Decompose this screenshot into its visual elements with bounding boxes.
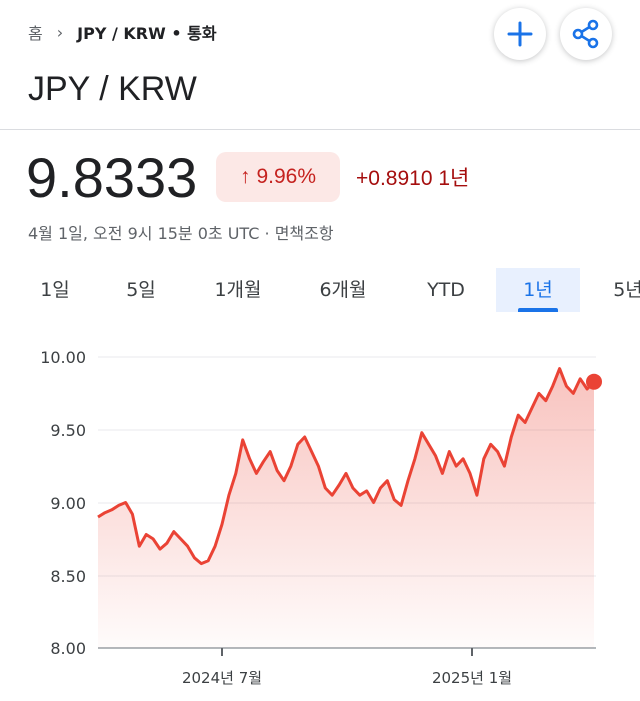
tab-5d[interactable]: 5일 bbox=[126, 279, 156, 301]
tab-ytd[interactable]: YTD bbox=[427, 279, 465, 301]
share-button[interactable] bbox=[560, 8, 612, 60]
tab-5y[interactable]: 5년 bbox=[613, 279, 640, 301]
price-area bbox=[98, 368, 594, 648]
header-divider bbox=[0, 129, 640, 130]
arrow-up-icon: ↑ bbox=[239, 165, 251, 188]
tab-6m[interactable]: 6개월 bbox=[319, 279, 367, 301]
current-price-marker bbox=[586, 373, 602, 390]
change-absolute: +0.8910 1년 bbox=[356, 167, 470, 190]
active-tab-indicator bbox=[518, 308, 558, 312]
breadcrumb: 홈 › JPY / KRW • 통화 bbox=[28, 20, 217, 44]
y-tick-label: 8.00 bbox=[50, 639, 86, 658]
x-tick-label: 2025년 1월 bbox=[432, 669, 512, 687]
breadcrumb-home[interactable]: 홈 bbox=[28, 24, 43, 43]
tab-1m[interactable]: 1개월 bbox=[214, 279, 262, 301]
change-percent: 9.96% bbox=[256, 165, 317, 188]
share-icon bbox=[572, 19, 599, 49]
y-axis-labels: 10.00 9.50 9.00 8.50 8.00 bbox=[40, 348, 86, 658]
breadcrumb-current: JPY / KRW • 통화 bbox=[77, 24, 217, 43]
y-tick-label: 10.00 bbox=[40, 348, 86, 367]
x-axis-labels: 2024년 7월 2025년 1월 bbox=[182, 648, 512, 687]
tab-1y[interactable]: 1년 bbox=[496, 268, 580, 312]
tab-1d[interactable]: 1일 bbox=[40, 279, 70, 301]
y-tick-label: 9.00 bbox=[50, 494, 86, 513]
page-title: JPY / KRW bbox=[28, 70, 197, 108]
plus-icon bbox=[507, 21, 533, 47]
chevron-right-icon: › bbox=[56, 22, 64, 42]
current-price: 9.8333 bbox=[26, 146, 198, 209]
x-tick-label: 2024년 7월 bbox=[182, 669, 262, 687]
y-tick-label: 8.50 bbox=[50, 567, 86, 586]
y-tick-label: 9.50 bbox=[50, 421, 86, 440]
range-tabs: 1일 5일 1개월 6개월 YTD 1년 5년 bbox=[0, 268, 640, 312]
change-percent-badge: ↑ 9.96% bbox=[216, 152, 340, 202]
price-chart: 10.00 9.50 9.00 8.50 8.00 2024년 7월 2025년… bbox=[40, 348, 602, 687]
add-button[interactable] bbox=[494, 8, 546, 60]
quote-timestamp[interactable]: 4월 1일, 오전 9시 15분 0초 UTC · 면책조항 bbox=[28, 224, 334, 243]
price-line bbox=[97, 367, 596, 566]
